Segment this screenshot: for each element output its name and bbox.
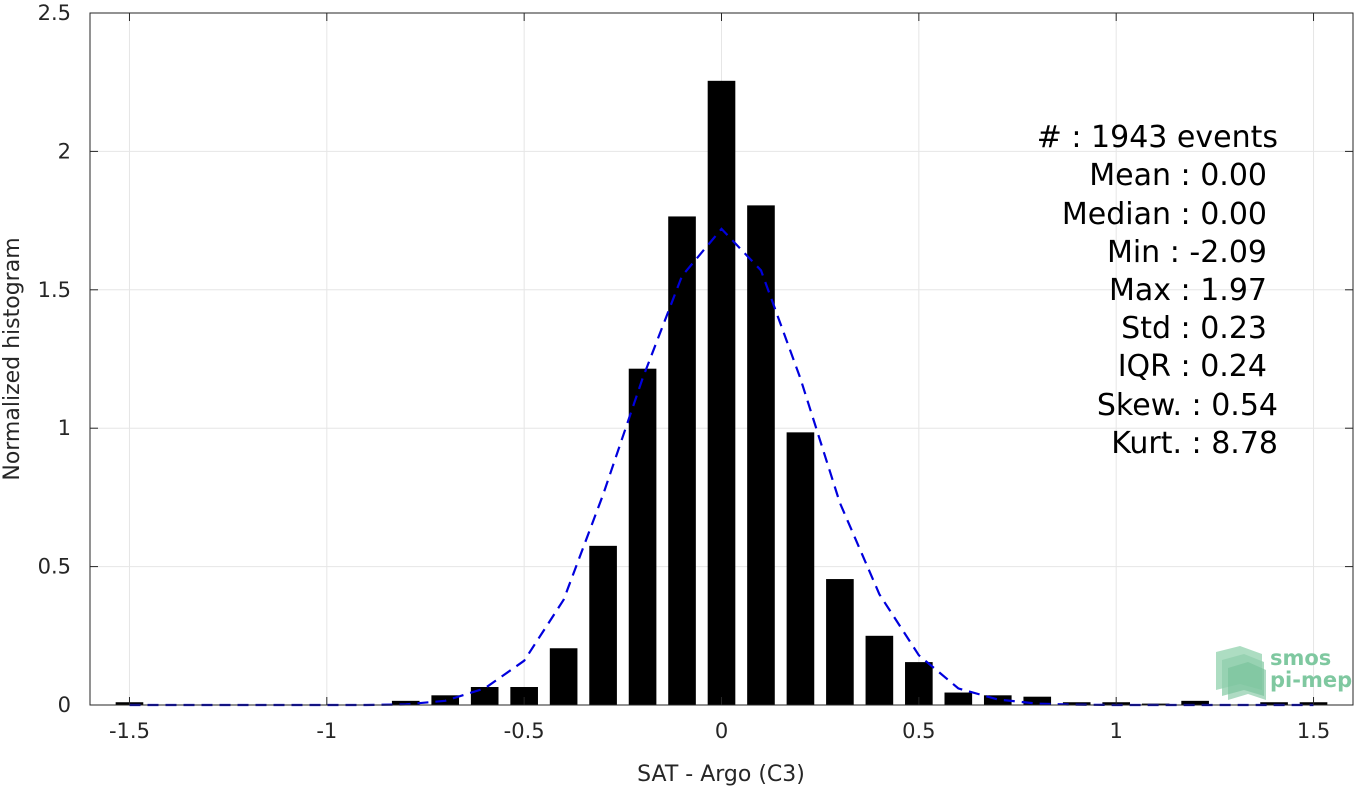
stat-skewness: Skew. : 0.54 (1097, 388, 1278, 423)
stat-min: Min : -2.09 (1107, 235, 1267, 270)
histogram-bar (707, 80, 736, 706)
histogram-bar (510, 687, 538, 705)
histogram-bar (391, 700, 420, 705)
stat-median: Median : 0.00 (1062, 197, 1267, 232)
x-tick-label: -1.5 (109, 719, 150, 743)
stat-mean: Mean : 0.00 (1089, 158, 1267, 193)
x-tick-label: 0.5 (902, 719, 935, 743)
histogram-bar (1260, 702, 1288, 705)
stat-kurtosis: Kurt. : 8.78 (1111, 426, 1278, 461)
stat-max: Max : 1.97 (1109, 273, 1267, 308)
histogram-bar (1181, 700, 1209, 705)
histogram-bar (944, 692, 973, 705)
y-tick-label: 1.5 (38, 278, 71, 302)
histogram-bar (865, 635, 894, 705)
histogram-bar (470, 687, 499, 705)
x-tick-label: 1 (1110, 719, 1123, 743)
tick-marks (90, 12, 1353, 706)
histogram-bar (1023, 696, 1052, 705)
x-tick-label: -0.5 (504, 719, 545, 743)
stat-std: Std : 0.23 (1121, 311, 1267, 346)
smos-pi-mep-logo: smos pi-mep (1216, 646, 1352, 700)
x-tick-label: 1.5 (1297, 719, 1330, 743)
logo-icon (1216, 646, 1266, 700)
y-tick-labels: 0 0.5 1 1.5 2 2.5 (38, 1, 71, 717)
y-axis-label: Normalized histogram (0, 237, 25, 480)
stat-count: # : 1943 events (1037, 120, 1278, 155)
y-tick-label: 0.5 (38, 555, 71, 579)
histogram-bar (826, 579, 854, 705)
statistics-annotation: # : 1943 events Mean : 0.00 Median : 0.0… (1037, 120, 1278, 461)
histogram-bar (983, 695, 1012, 705)
x-axis-label: SAT - Argo (C3) (637, 762, 805, 787)
histogram-bar (549, 648, 578, 705)
histogram-bar (786, 432, 815, 705)
histogram-bar (668, 216, 696, 705)
histogram-bar (589, 545, 617, 705)
histogram-bar (747, 205, 775, 705)
y-tick-label: 0 (58, 693, 71, 717)
x-tick-label: 0 (715, 719, 728, 743)
stat-iqr: IQR : 0.24 (1118, 349, 1267, 384)
x-tick-labels: -1.5 -1 -0.5 0 0.5 1 1.5 (109, 719, 1330, 743)
histogram-bar (628, 368, 657, 705)
logo-text-line2: pi-mep (1270, 668, 1352, 692)
y-tick-label: 1 (58, 416, 71, 440)
logo-text-line1: smos (1270, 646, 1331, 670)
y-tick-label: 2.5 (38, 1, 71, 25)
x-tick-label: -1 (316, 719, 337, 743)
y-tick-label: 2 (58, 139, 71, 163)
